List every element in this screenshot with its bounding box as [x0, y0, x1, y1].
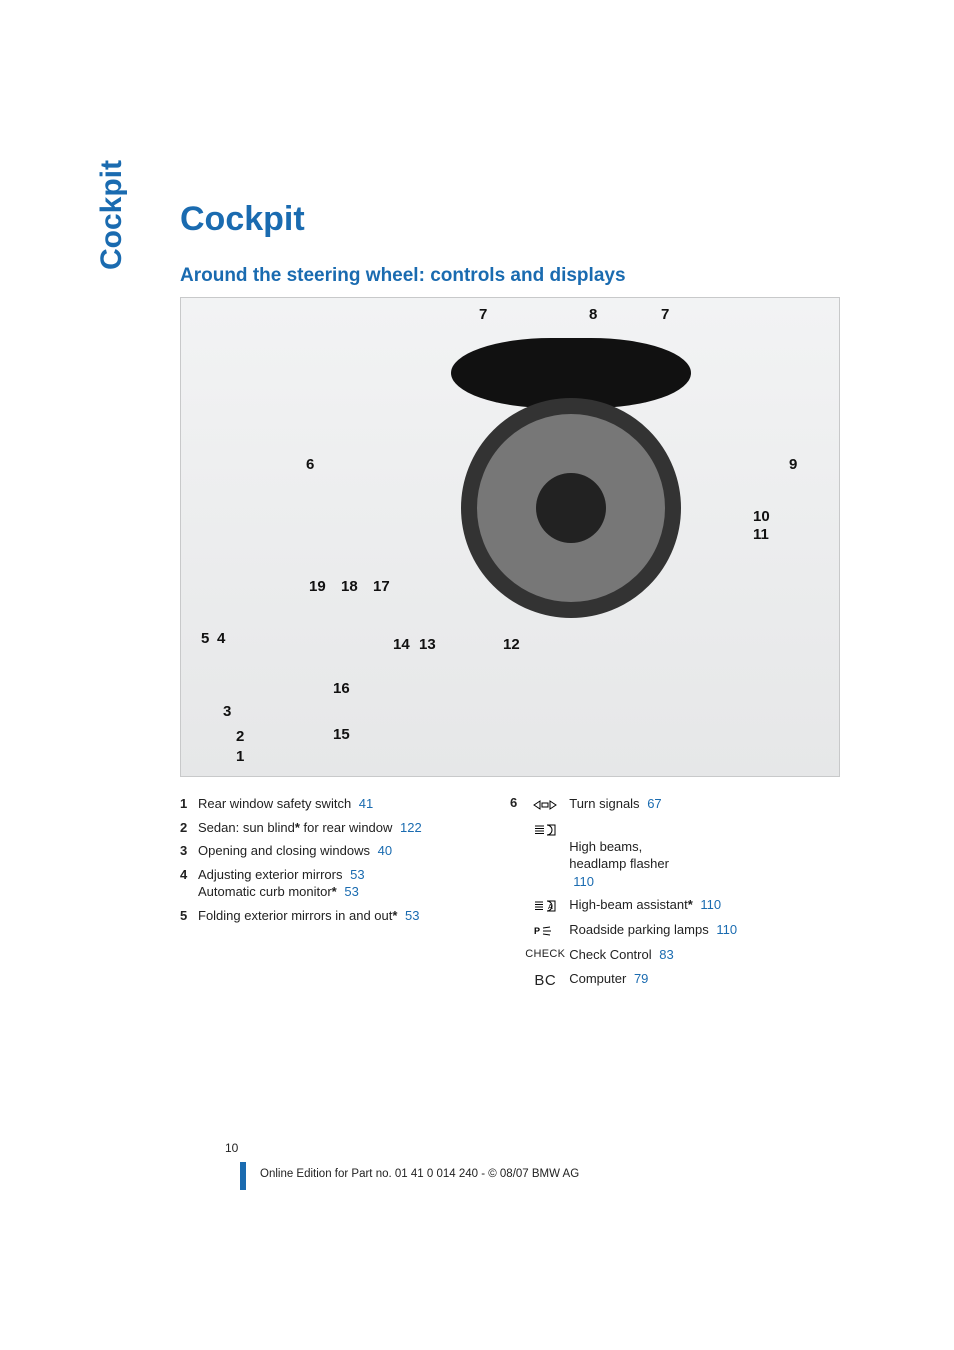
- callout-11: 11: [753, 526, 769, 543]
- bc-glyph: BC: [534, 971, 556, 991]
- page-ref[interactable]: 122: [400, 820, 422, 835]
- callout-10: 10: [753, 508, 770, 525]
- legend-label: Adjusting exterior mirrors: [198, 867, 343, 882]
- callout-5: 5: [201, 630, 209, 647]
- legend-text: Rear window safety switch 41: [198, 795, 480, 813]
- option-star: *: [332, 884, 337, 899]
- check-glyph: CHECK: [525, 947, 565, 962]
- legend-num: 4: [180, 866, 198, 901]
- footer-accent-bar: [240, 1162, 246, 1190]
- legend-label: Rear window safety switch: [198, 796, 351, 811]
- svg-text:A: A: [548, 904, 553, 911]
- cockpit-diagram: 1 2 3 4 5 6 7 8 7 9 10 11 12 13 14 15 16…: [180, 297, 840, 777]
- legend-label: High-beam assistant: [569, 897, 688, 912]
- legend-text: High beams, headlamp flasher 110: [569, 820, 810, 890]
- legend-label-line2: Automatic curb monitor: [198, 884, 332, 899]
- wheel-hub-shape: [536, 473, 606, 543]
- legend-num: 5: [180, 907, 198, 925]
- legend-text: Opening and closing windows 40: [198, 842, 480, 860]
- high-beam-assist-icon: A: [527, 896, 563, 915]
- callout-17: 17: [373, 578, 390, 595]
- legend-label: Sedan: sun blind: [198, 820, 295, 835]
- legend-num: 1: [180, 795, 198, 813]
- page-ref[interactable]: 53: [344, 884, 358, 899]
- legend-label: Check Control: [569, 947, 651, 962]
- callout-15: 15: [333, 726, 350, 743]
- callout-12: 12: [503, 636, 520, 653]
- page-ref[interactable]: 110: [573, 874, 594, 889]
- check-control-icon: CHECK: [527, 946, 563, 964]
- page-ref[interactable]: 110: [716, 922, 737, 937]
- legend-text: Turn signals 67: [569, 795, 810, 814]
- option-star: *: [392, 908, 397, 923]
- left-legend-column: 1 Rear window safety switch 41 2 Sedan: …: [180, 795, 480, 997]
- legend-label: Folding exterior mirrors in and out: [198, 908, 392, 923]
- stalk-item-hba: A High-beam assistant* 110: [527, 896, 810, 915]
- legend-label: Turn signals: [569, 796, 639, 811]
- legend-text: High-beam assistant* 110: [569, 896, 810, 915]
- callout-7b: 7: [661, 306, 669, 323]
- legend-item-4: 4 Adjusting exterior mirrors 53 Automati…: [180, 866, 480, 901]
- legend-label: High beams, headlamp flasher: [569, 839, 669, 872]
- page-ref[interactable]: 40: [378, 843, 392, 858]
- page-ref[interactable]: 83: [659, 947, 673, 962]
- parking-lamp-icon: P: [527, 921, 563, 940]
- legend-item-5: 5 Folding exterior mirrors in and out* 5…: [180, 907, 480, 925]
- stalk-item-turn: Turn signals 67: [527, 795, 810, 814]
- legend-label: Roadside parking lamps: [569, 922, 708, 937]
- legend-item-1: 1 Rear window safety switch 41: [180, 795, 480, 813]
- stalk-item-highbeam: High beams, headlamp flasher 110: [527, 820, 810, 890]
- callout-1: 1: [236, 748, 244, 765]
- high-beam-icon: [527, 820, 563, 890]
- svg-text:P: P: [534, 926, 540, 936]
- legend-label-cont: for rear window: [300, 820, 392, 835]
- stalk-item-computer: BC Computer 79: [527, 970, 810, 991]
- callout-3: 3: [223, 703, 231, 720]
- callout-16: 16: [333, 680, 350, 697]
- callout-8: 8: [589, 306, 597, 323]
- callout-7: 7: [479, 306, 487, 323]
- page-ref[interactable]: 53: [350, 867, 364, 882]
- option-star: *: [688, 897, 693, 912]
- legend-num: 2: [180, 819, 198, 837]
- callout-13: 13: [419, 636, 436, 653]
- section-subtitle: Around the steering wheel: controls and …: [180, 265, 874, 287]
- page-ref[interactable]: 67: [647, 796, 661, 811]
- page-ref[interactable]: 79: [634, 971, 648, 986]
- bc-icon: BC: [527, 970, 563, 991]
- page-title: Cockpit: [180, 200, 874, 239]
- callout-9: 9: [789, 456, 797, 473]
- page-ref[interactable]: 110: [700, 897, 721, 912]
- legend-text: Check Control 83: [569, 946, 810, 964]
- legend-text: Folding exterior mirrors in and out* 53: [198, 907, 480, 925]
- callout-4: 4: [217, 630, 225, 647]
- side-tab: Cockpit: [95, 160, 129, 270]
- legend-text: Sedan: sun blind* for rear window 122: [198, 819, 480, 837]
- legend-text: Roadside parking lamps 110: [569, 921, 810, 940]
- right-legend-column: 6 Turn signals 67: [510, 795, 810, 997]
- page-ref[interactable]: 53: [405, 908, 419, 923]
- legend-num-6: 6: [510, 795, 517, 810]
- stalk-item-parklamp: P Roadside parking lamps 110: [527, 921, 810, 940]
- stalk-item-check: CHECK Check Control 83: [527, 946, 810, 964]
- legend-item-3: 3 Opening and closing windows 40: [180, 842, 480, 860]
- legend-label: Opening and closing windows: [198, 843, 370, 858]
- callout-19: 19: [309, 578, 326, 595]
- legend-num: 3: [180, 842, 198, 860]
- callout-18: 18: [341, 578, 358, 595]
- callout-14: 14: [393, 636, 410, 653]
- legend-text: Adjusting exterior mirrors 53 Automatic …: [198, 866, 480, 901]
- turn-signal-icon: [527, 795, 563, 814]
- footer-text: Online Edition for Part no. 01 41 0 014 …: [260, 1168, 579, 1180]
- page-number: 10: [225, 1141, 238, 1155]
- legend-text: Computer 79: [569, 970, 810, 991]
- callout-2: 2: [236, 728, 244, 745]
- callout-6: 6: [306, 456, 314, 473]
- legend-label: Computer: [569, 971, 626, 986]
- legend-item-2: 2 Sedan: sun blind* for rear window 122: [180, 819, 480, 837]
- page-ref[interactable]: 41: [359, 796, 373, 811]
